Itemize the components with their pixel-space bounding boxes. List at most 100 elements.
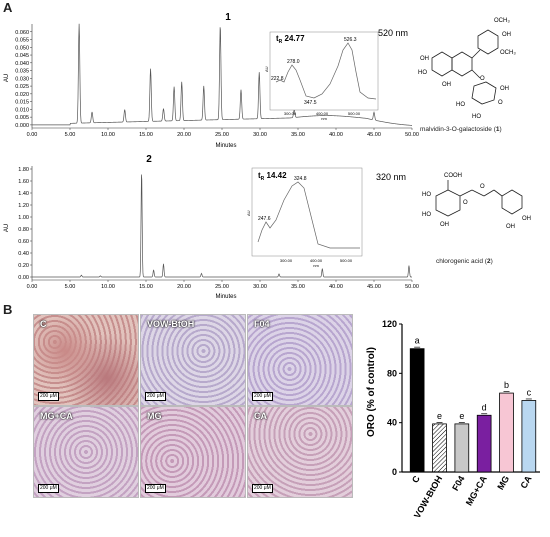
chrom1-y-label: AU xyxy=(4,74,10,82)
bar-category-label: CA xyxy=(518,474,533,491)
chrom2-y-label: AU xyxy=(4,224,10,232)
chrom2-x-label: Minutes xyxy=(215,294,236,300)
bar-chart-y-label: ORO (% of control) xyxy=(366,347,377,437)
struct1-o-ring: O xyxy=(480,76,485,82)
bar-mg-ca xyxy=(476,414,492,473)
bar-ca xyxy=(521,400,537,473)
chromatogram-320nm: 1.80 1.60 1.40 1.20 1.00 0.80 0.60 0.40 0.20 0.00… xyxy=(4,154,419,300)
chrom2-peak-label: 2 xyxy=(146,154,152,165)
bar-mg xyxy=(499,392,514,473)
chrom1-inset-tick-1: 300.00 xyxy=(284,111,297,116)
chrom1-inset-spectrum xyxy=(275,42,377,100)
chrom1-wavelength: 520 nm xyxy=(378,28,408,38)
bar-category-label: MG xyxy=(495,474,511,492)
micrograph-mg: MG 200 μM xyxy=(140,406,246,498)
micrograph-mg-ca: MG+CA 200 μM xyxy=(33,406,139,498)
struct1-och3-bottom: OCH₃ xyxy=(500,50,516,56)
chrom1-y-tick: 0.010 xyxy=(15,107,29,113)
chrom1-x-tick: 20.00 xyxy=(177,132,191,138)
struct1-ho-sugar-1: HO xyxy=(456,102,465,108)
struct2-oh-ring: OH xyxy=(440,222,449,228)
chrom2-x-tick: 5.00 xyxy=(65,284,76,290)
bar-vow-btoh xyxy=(432,423,447,473)
bar-y-tick: 0 xyxy=(392,467,397,477)
struct1-ho: HO xyxy=(418,70,427,76)
chrom2-x-tick: 15.00 xyxy=(139,284,153,290)
chrom2-inset-tr: tR 14.42 xyxy=(258,171,287,182)
struct2-ho-1: HO xyxy=(422,192,431,198)
significance-letter: e xyxy=(459,411,464,421)
chrom2-y-tick: 1.40 xyxy=(18,191,29,197)
micrograph-ca: CA 200 μM xyxy=(247,406,353,498)
micrograph-label: MG xyxy=(147,411,162,421)
chrom2-wavelength: 320 nm xyxy=(376,172,406,182)
chrom2-inset-peak-2: 324.8 xyxy=(294,176,307,182)
chrom2-x-tick: 30.00 xyxy=(253,284,267,290)
chrom1-x-tick: 30.00 xyxy=(253,132,267,138)
chrom1-peak-label: 1 xyxy=(225,12,231,23)
chrom1-y-tick: 0.005 xyxy=(15,115,29,121)
chrom2-y-tick: 0.20 xyxy=(18,263,29,269)
structure-chlorogenic-acid: COOH HO HO O OH OH O OH xyxy=(422,173,531,230)
scale-bar: 200 μM xyxy=(145,392,166,401)
chrom1-x-tick: 0.00 xyxy=(27,132,38,138)
struct1-o-sugar: O xyxy=(498,100,503,106)
micrograph-vow-btoh: VOW-BtOH 200 μM xyxy=(140,314,246,406)
struct2-oh-3: OH xyxy=(522,216,531,222)
chrom1-x-tick: 5.00 xyxy=(65,132,76,138)
struct1-och3-top: OCH₃ xyxy=(494,18,510,24)
chrom2-y-tick: 0.80 xyxy=(18,227,29,233)
structure-malvidin-galactoside: OCH₃ OH OCH₃ OH HO O OH OH HO HO O xyxy=(418,18,516,120)
chrom1-x-tick: 25.00 xyxy=(215,132,229,138)
chrom1-y-tick: 0.050 xyxy=(15,45,29,51)
chrom1-inset-y-label: AU xyxy=(264,66,269,72)
bar-y-tick: 40 xyxy=(387,418,397,428)
chrom2-uv-inset: tR 14.42 247.6 324.8 AU 300.00 400.00 50… xyxy=(246,167,363,268)
chrom1-inset-x-label: nm xyxy=(321,116,327,121)
chrom1-x-tick: 15.00 xyxy=(139,132,153,138)
bar-category-label: C xyxy=(410,474,422,485)
chrom2-y-tick: 1.60 xyxy=(18,179,29,185)
significance-letter: a xyxy=(415,336,420,346)
caption-malvidin: malvidin-3-O-galactoside (1) xyxy=(420,126,502,133)
chrom2-inset-tick-2: 400.00 xyxy=(310,258,323,263)
chrom2-y-tick: 0.40 xyxy=(18,251,29,257)
chrom1-y-tick: 0.055 xyxy=(15,38,29,44)
chrom2-inset-tick-1: 300.00 xyxy=(280,258,293,263)
chrom2-y-tick: 1.00 xyxy=(18,215,29,221)
chrom2-inset-x-label: nm xyxy=(313,263,319,268)
chrom2-y-tick: 0.00 xyxy=(18,275,29,281)
chrom1-x-tick: 50.00 xyxy=(405,132,419,138)
bar-y-tick: 80 xyxy=(387,368,397,378)
chrom1-y-tick: 0.000 xyxy=(15,123,29,129)
chrom2-x-tick: 50.00 xyxy=(405,284,419,290)
chrom2-x-tick: 25.00 xyxy=(215,284,229,290)
chrom1-y-tick: 0.045 xyxy=(15,53,29,59)
chrom2-inset-tick-3: 500.00 xyxy=(340,258,353,263)
struct2-ho-2: HO xyxy=(422,212,431,218)
scale-bar: 200 μM xyxy=(38,484,59,493)
struct1-oh-a: OH xyxy=(420,56,429,62)
struct2-o-ester: O xyxy=(463,200,468,206)
bar-chart-axes: 0 40 80 120 xyxy=(382,319,540,477)
significance-letter: b xyxy=(504,380,509,390)
chrom2-x-tick: 45.00 xyxy=(367,284,381,290)
panel-b-letter: B xyxy=(3,302,13,317)
chrom2-x-tick: 35.00 xyxy=(291,284,305,290)
panel-a-letter: A xyxy=(3,0,13,15)
chrom1-inset-peak-4: 526.3 xyxy=(344,37,357,43)
chrom2-inset-spectrum xyxy=(257,181,360,249)
chrom1-uv-inset: tR 24.77 222.8 278.0 347.5 526.3 AU 300.… xyxy=(264,31,379,121)
chrom1-inset-peak-3: 347.5 xyxy=(304,100,317,106)
micrograph-label: F04 xyxy=(254,319,270,329)
chrom1-y-tick: 0.060 xyxy=(15,30,29,36)
bar-f04 xyxy=(454,423,470,473)
chrom1-inset-tick-3: 500.00 xyxy=(348,111,361,116)
chrom1-x-tick: 10.00 xyxy=(101,132,115,138)
significance-letter: c xyxy=(527,387,532,397)
chrom1-inset-tick-2: 400.00 xyxy=(316,111,329,116)
scale-bar: 200 μM xyxy=(252,484,273,493)
chrom1-inset-peak-1: 222.8 xyxy=(271,76,284,82)
